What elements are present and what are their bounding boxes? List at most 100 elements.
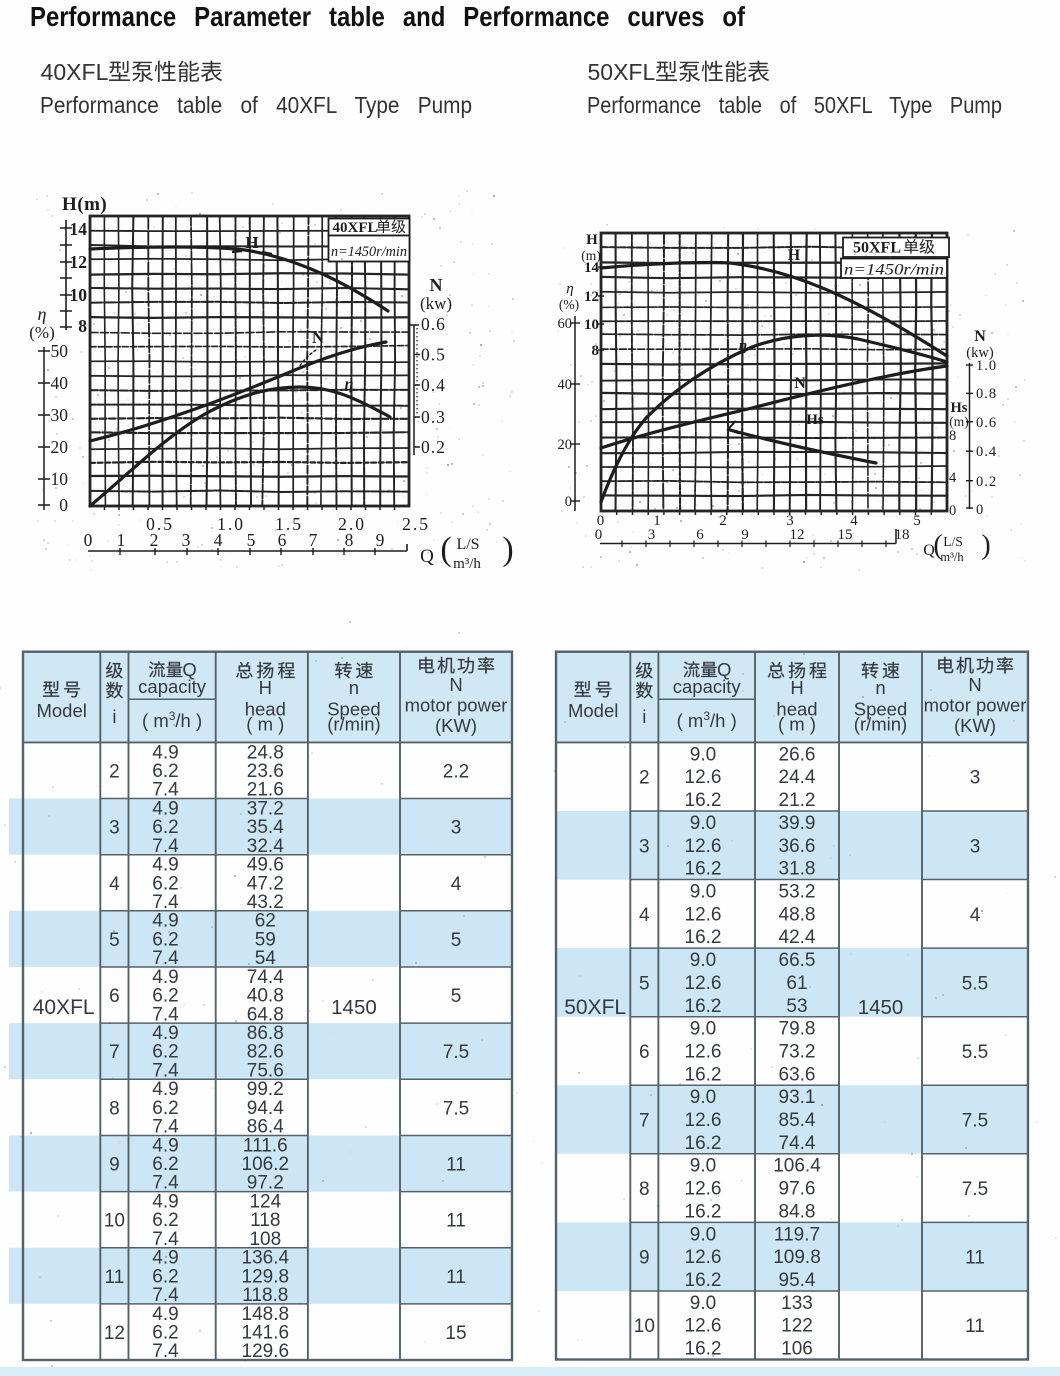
- svg-text:i: i: [642, 706, 646, 727]
- svg-text:9.0: 9.0: [690, 1293, 716, 1314]
- svg-text:7.5: 7.5: [443, 1042, 469, 1063]
- svg-text:head: head: [245, 699, 286, 720]
- svg-text:54: 54: [255, 948, 277, 969]
- svg-text:108: 108: [249, 1229, 281, 1250]
- svg-text:N: N: [974, 328, 986, 345]
- svg-text:0.8: 0.8: [976, 386, 997, 402]
- svg-text:(KW): (KW): [954, 715, 996, 736]
- svg-text:40XFL: 40XFL: [33, 996, 95, 1019]
- svg-text:36.6: 36.6: [779, 836, 816, 857]
- svg-text:16.2: 16.2: [685, 1201, 722, 1222]
- svg-text:5: 5: [109, 930, 120, 951]
- svg-text:0: 0: [976, 502, 984, 518]
- svg-text:H: H: [790, 677, 803, 698]
- svg-text:0.3: 0.3: [421, 407, 446, 427]
- svg-text:(%): (%): [559, 297, 579, 312]
- svg-text:40.8: 40.8: [247, 986, 284, 1007]
- svg-text:Q: Q: [420, 546, 434, 567]
- svg-text:n: n: [875, 677, 885, 698]
- svg-text:7.4: 7.4: [152, 892, 179, 913]
- svg-text:133: 133: [781, 1293, 813, 1314]
- svg-text:4.9: 4.9: [152, 1191, 178, 1212]
- svg-text:7.4: 7.4: [152, 1173, 179, 1194]
- svg-text:82.6: 82.6: [247, 1042, 284, 1063]
- svg-text:62: 62: [255, 911, 276, 932]
- svg-text:6.2: 6.2: [152, 1098, 178, 1119]
- svg-text:η: η: [38, 304, 47, 324]
- svg-text:3: 3: [182, 530, 191, 550]
- svg-text:7: 7: [639, 1111, 650, 1132]
- svg-text:9.0: 9.0: [690, 744, 716, 765]
- svg-text:9.0: 9.0: [690, 1087, 716, 1108]
- svg-text:η: η: [566, 281, 573, 297]
- svg-text:head: head: [776, 699, 817, 720]
- svg-text:31.8: 31.8: [779, 859, 816, 880]
- svg-text:3: 3: [109, 818, 120, 839]
- svg-text:40: 40: [51, 373, 69, 393]
- svg-text:0: 0: [59, 495, 68, 515]
- svg-text:16.2: 16.2: [685, 1064, 722, 1085]
- svg-text:4.9: 4.9: [152, 1135, 178, 1156]
- svg-text:95.4: 95.4: [779, 1270, 816, 1291]
- svg-text:Speed: Speed: [327, 699, 381, 720]
- svg-text:50: 50: [51, 341, 69, 361]
- svg-text:20: 20: [51, 437, 69, 457]
- svg-text:6.2: 6.2: [152, 1322, 178, 1343]
- svg-text:(m): (m): [949, 414, 969, 429]
- svg-text:84.8: 84.8: [779, 1201, 816, 1222]
- svg-text:14: 14: [70, 219, 88, 239]
- svg-text:5: 5: [451, 986, 462, 1007]
- svg-text:4.9: 4.9: [152, 798, 178, 819]
- svg-text:16.2: 16.2: [685, 1339, 722, 1360]
- svg-text:Model: Model: [36, 700, 86, 721]
- svg-text:106.4: 106.4: [773, 1156, 821, 1177]
- svg-text:6.2: 6.2: [152, 873, 178, 894]
- svg-text:(: (: [440, 531, 451, 568]
- svg-text:6.2: 6.2: [152, 1210, 178, 1231]
- svg-text:8: 8: [78, 316, 87, 336]
- svg-text:N: N: [312, 328, 325, 347]
- svg-text:7.4: 7.4: [152, 948, 179, 969]
- svg-text:2.0: 2.0: [338, 514, 366, 534]
- svg-text:0.2: 0.2: [976, 474, 997, 490]
- svg-text:Performance table of 50XFL Typ: Performance table of 50XFL Type Pump: [587, 92, 1002, 118]
- svg-text:6: 6: [639, 1042, 650, 1063]
- svg-text:η: η: [739, 338, 747, 354]
- svg-text:2: 2: [719, 513, 727, 529]
- svg-text:66.5: 66.5: [779, 950, 816, 971]
- svg-text:12.6: 12.6: [685, 836, 722, 857]
- svg-text:Speed: Speed: [854, 699, 908, 720]
- svg-text:53: 53: [786, 996, 807, 1017]
- svg-text:79.8: 79.8: [779, 1019, 816, 1040]
- svg-text:12.6: 12.6: [685, 1316, 722, 1337]
- svg-text:118.8: 118.8: [242, 1285, 288, 1306]
- svg-text:48.8: 48.8: [779, 904, 816, 925]
- svg-text:12.6: 12.6: [685, 1179, 722, 1200]
- svg-text:6.2: 6.2: [152, 1266, 178, 1287]
- svg-text:141.6: 141.6: [242, 1322, 290, 1343]
- svg-text:21.6: 21.6: [247, 780, 284, 801]
- svg-text:73.2: 73.2: [779, 1041, 816, 1062]
- svg-text:9: 9: [109, 1155, 120, 1176]
- svg-text:9: 9: [741, 527, 749, 543]
- svg-text:2: 2: [150, 530, 159, 550]
- svg-text:5: 5: [451, 930, 462, 951]
- svg-text:8: 8: [345, 530, 354, 550]
- svg-text:N: N: [968, 674, 981, 695]
- svg-text:1: 1: [117, 530, 126, 550]
- svg-text:1.0: 1.0: [217, 514, 245, 534]
- svg-text:10: 10: [634, 1316, 655, 1337]
- svg-text:( m3/h ): ( m3/h ): [142, 709, 202, 731]
- svg-text:106: 106: [781, 1339, 813, 1360]
- svg-text:12.6: 12.6: [685, 1041, 722, 1062]
- svg-text:9.0: 9.0: [690, 813, 716, 834]
- svg-text:7.4: 7.4: [152, 1060, 179, 1081]
- svg-text:7.4: 7.4: [152, 1341, 179, 1362]
- svg-text:( m ): ( m ): [778, 714, 816, 735]
- svg-text:122: 122: [781, 1316, 813, 1337]
- svg-text:109.8: 109.8: [773, 1247, 821, 1268]
- svg-text:6.2: 6.2: [152, 986, 178, 1007]
- svg-text:motor power: motor power: [405, 695, 508, 716]
- svg-text:11: 11: [446, 1267, 466, 1288]
- svg-text:111.6: 111.6: [243, 1135, 288, 1156]
